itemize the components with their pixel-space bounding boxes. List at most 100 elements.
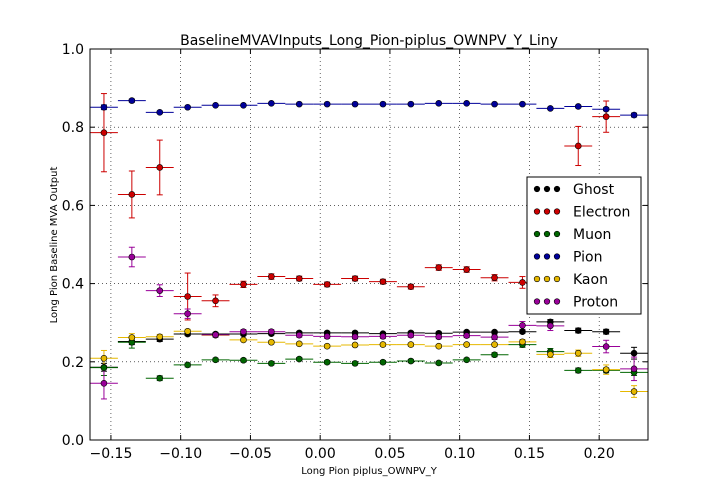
legend-label-proton: Proton bbox=[573, 295, 618, 311]
muon-point bbox=[379, 358, 387, 366]
pion-point bbox=[156, 109, 164, 116]
legend-marker-kaon bbox=[533, 275, 541, 283]
legend-marker-electron bbox=[553, 208, 561, 215]
muon-point bbox=[212, 356, 219, 364]
muon-point bbox=[100, 364, 108, 371]
kaon-point bbox=[184, 328, 191, 335]
electron-point bbox=[491, 274, 498, 282]
electron-point bbox=[435, 264, 443, 271]
kaon-point bbox=[323, 342, 331, 350]
ticks: −0.15 −0.10 −0.05 0.00 0.05 0.10 0.15 0.20 0.0 0.… bbox=[62, 42, 648, 462]
proton-point bbox=[463, 332, 470, 339]
proton-point bbox=[240, 328, 247, 335]
x-tick-label: 0.15 bbox=[514, 446, 545, 462]
electron-point bbox=[519, 279, 526, 286]
proton-point bbox=[184, 310, 191, 318]
pion-point bbox=[295, 100, 303, 108]
legend-marker-pion bbox=[553, 253, 561, 260]
kaon-point bbox=[156, 333, 164, 341]
pion-point bbox=[268, 100, 275, 107]
kaon-point bbox=[128, 334, 136, 341]
y-tick-label: 1.0 bbox=[62, 42, 84, 58]
kaon-point bbox=[379, 341, 387, 348]
muon-point bbox=[574, 367, 582, 374]
kaon-point bbox=[630, 388, 638, 395]
kaon-point bbox=[351, 341, 359, 349]
electron-point bbox=[323, 281, 331, 288]
electron-point bbox=[268, 273, 275, 280]
muon-point bbox=[240, 356, 247, 364]
kaon-point bbox=[295, 340, 303, 348]
x-tick-label: −0.15 bbox=[89, 446, 132, 462]
data-markers bbox=[100, 97, 638, 395]
proton-point bbox=[323, 333, 331, 340]
legend-marker-proton bbox=[543, 298, 551, 305]
kaon-point bbox=[268, 338, 275, 346]
kaon-point bbox=[463, 341, 470, 348]
muon-point bbox=[351, 360, 359, 367]
y-tick-label: 0.4 bbox=[62, 277, 84, 293]
electron-point bbox=[240, 281, 247, 288]
x-tick-label: 0.20 bbox=[584, 446, 615, 462]
proton-point bbox=[351, 333, 359, 341]
electron-point bbox=[574, 142, 582, 150]
muon-point bbox=[407, 357, 415, 365]
pion-point bbox=[630, 111, 638, 119]
pion-point bbox=[351, 100, 359, 108]
legend-marker-proton bbox=[553, 298, 561, 305]
y-axis-label: Long Pion Baseline MVA Output bbox=[49, 167, 60, 324]
legend-label-pion: Pion bbox=[573, 250, 602, 266]
electron-point bbox=[128, 191, 136, 198]
proton-point bbox=[491, 333, 498, 341]
pion-point bbox=[240, 102, 247, 109]
pion-point bbox=[407, 100, 415, 108]
kaon-point bbox=[491, 341, 498, 348]
pion-point bbox=[547, 105, 554, 112]
electron-point bbox=[184, 293, 191, 300]
muon-point bbox=[156, 374, 164, 382]
electron-point bbox=[351, 275, 359, 282]
legend-box bbox=[526, 176, 642, 315]
proton-point bbox=[295, 331, 303, 339]
proton-point bbox=[435, 333, 443, 341]
proton-point bbox=[630, 365, 638, 373]
muon-point bbox=[435, 359, 443, 367]
pion-point bbox=[100, 103, 108, 111]
kaon-point bbox=[574, 349, 582, 357]
legend-marker-ghost bbox=[543, 185, 551, 193]
pion-point bbox=[519, 100, 526, 108]
y-tick-label: 0.0 bbox=[62, 433, 84, 449]
muon-point bbox=[268, 360, 275, 367]
legend-label-kaon: Kaon bbox=[573, 272, 608, 288]
pion-point bbox=[463, 100, 470, 107]
legend-marker-proton bbox=[533, 298, 541, 305]
legend-marker-muon bbox=[553, 230, 561, 238]
y-tick-label: 0.6 bbox=[62, 198, 84, 214]
x-tick-label: −0.05 bbox=[229, 446, 272, 462]
electron-point bbox=[156, 164, 164, 171]
muon-point bbox=[463, 356, 470, 364]
legend-marker-kaon bbox=[543, 275, 551, 283]
ghost-point bbox=[519, 328, 526, 335]
proton-point bbox=[156, 287, 164, 294]
muon-point bbox=[323, 358, 331, 366]
kaon-point bbox=[407, 341, 415, 348]
proton-point bbox=[547, 322, 554, 330]
legend-marker-electron bbox=[543, 208, 551, 215]
legend-marker-ghost bbox=[553, 185, 561, 193]
legend-marker-pion bbox=[543, 253, 551, 260]
legend-label-muon: Muon bbox=[573, 227, 611, 243]
axes-frame bbox=[89, 48, 649, 441]
proton-point bbox=[602, 343, 610, 350]
ghost-point bbox=[630, 349, 638, 357]
ghost-point bbox=[602, 328, 610, 335]
legend-marker-muon bbox=[533, 230, 541, 238]
legend-label-ghost: Ghost bbox=[573, 182, 615, 198]
chart-title: BaselineMVAVInputs_Long_Pion-piplus_OWNP… bbox=[180, 33, 558, 49]
legend-marker-ghost bbox=[533, 185, 541, 193]
kaon-point bbox=[547, 351, 554, 358]
muon-point bbox=[491, 351, 498, 359]
electron-point bbox=[407, 283, 415, 291]
pion-point bbox=[128, 97, 136, 104]
